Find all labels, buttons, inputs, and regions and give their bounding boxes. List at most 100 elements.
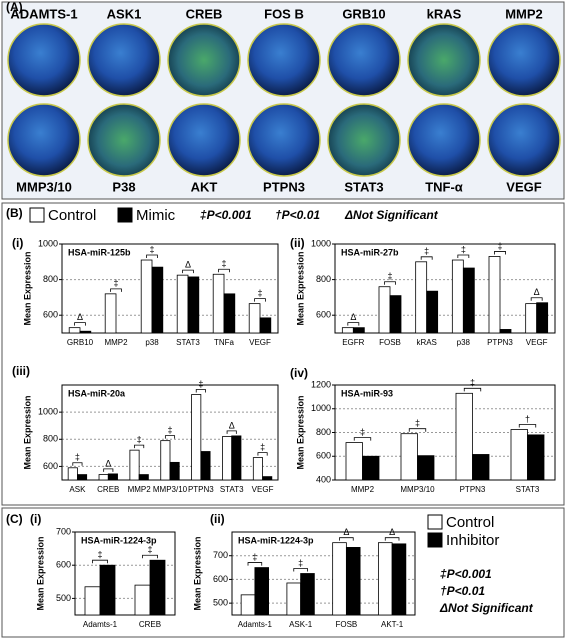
significance-bracket xyxy=(142,554,158,559)
chart-title: HSA-miR-1224-3p xyxy=(238,535,314,545)
chart-title: HSA-miR-20a xyxy=(68,388,126,398)
significance-bracket xyxy=(408,428,427,432)
y-tick-label: 1000 xyxy=(38,238,58,248)
x-tick-label: FOSB xyxy=(379,338,401,347)
bar xyxy=(187,276,200,334)
significance-mark: ‡ xyxy=(198,379,203,389)
image-label: MMP3/10 xyxy=(16,179,72,194)
y-axis-label: Mean Expression xyxy=(22,395,32,469)
micrograph xyxy=(167,103,241,177)
x-tick-label: PTPN3 xyxy=(460,485,486,494)
image-label: CREB xyxy=(186,6,223,21)
bar xyxy=(129,449,140,481)
y-tick-label: 1000 xyxy=(311,238,331,248)
significance-bracket xyxy=(195,389,206,393)
bar xyxy=(262,476,273,481)
y-tick-label: 500 xyxy=(213,598,228,608)
significance-bracket xyxy=(339,537,354,541)
y-tick-label: 800 xyxy=(316,274,331,284)
image-label: MMP2 xyxy=(505,6,543,21)
significance-mark: Δ xyxy=(105,458,111,468)
micrograph xyxy=(7,103,81,177)
image-label: ADAMTS-1 xyxy=(10,6,77,21)
x-tick-label: ASK-1 xyxy=(289,620,313,629)
x-tick-label: CREB xyxy=(97,485,119,494)
legend-label: Inhibitor xyxy=(446,532,499,549)
significance-bracket xyxy=(494,251,506,255)
panel-b-frame xyxy=(1,202,565,506)
y-tick-label: 600 xyxy=(56,560,71,570)
bar xyxy=(525,303,538,334)
bar xyxy=(231,435,242,481)
significance-bracket xyxy=(146,254,158,259)
significance-mark: ‡ xyxy=(360,427,365,437)
significance-bracket xyxy=(254,298,266,302)
x-tick-label: MMP2 xyxy=(351,485,375,494)
bar xyxy=(300,573,315,616)
bar xyxy=(254,567,270,616)
x-tick-label: CREB xyxy=(139,620,161,629)
panel-label: (i) xyxy=(30,512,41,526)
significance-mark: ‡ xyxy=(298,558,303,568)
legend-swatch xyxy=(29,207,45,223)
legend-note: ‡P<0.001 xyxy=(200,208,252,222)
bar xyxy=(149,559,166,616)
significance-mark: Δ xyxy=(350,312,356,322)
x-tick-label: p38 xyxy=(457,338,471,347)
panel-label: (ii) xyxy=(210,512,225,526)
micrograph xyxy=(327,103,401,177)
image-label: PTPN3 xyxy=(263,179,305,194)
bar xyxy=(362,455,380,481)
legend-note: †P<0.01 xyxy=(275,208,320,222)
significance-mark: ‡ xyxy=(260,442,265,452)
y-tick-label: 700 xyxy=(213,550,228,560)
significance-bracket xyxy=(347,322,360,326)
bar xyxy=(488,256,501,334)
significance-bracket xyxy=(293,568,308,572)
micrograph xyxy=(407,23,481,97)
significance-bracket xyxy=(384,281,396,285)
significance-mark: ‡ xyxy=(113,278,118,288)
micrograph xyxy=(407,103,481,177)
y-tick-label: 500 xyxy=(56,593,71,603)
significance-mark: ‡ xyxy=(75,452,80,462)
significance-bracket xyxy=(164,435,176,439)
micrograph xyxy=(167,23,241,97)
micrograph xyxy=(87,103,161,177)
bar xyxy=(389,295,402,334)
image-label: STAT3 xyxy=(344,179,383,194)
x-tick-label: GRB10 xyxy=(67,338,94,347)
image-label: VEGF xyxy=(506,179,541,194)
chart-title: HSA-miR-1224-3p xyxy=(81,535,157,545)
x-tick-label: MMP3/10 xyxy=(400,485,435,494)
micrograph xyxy=(247,103,321,177)
image-label: kRAS xyxy=(427,6,462,21)
bar xyxy=(377,542,393,616)
plot-frame xyxy=(61,243,279,334)
y-tick-label: 800 xyxy=(43,434,58,444)
significance-bracket xyxy=(457,254,470,259)
significance-mark: Δ xyxy=(77,312,83,322)
y-tick-label: 600 xyxy=(43,310,58,320)
y-tick-label: 800 xyxy=(43,274,58,284)
bar xyxy=(68,327,81,334)
image-label: ASK1 xyxy=(107,6,142,21)
bar xyxy=(98,474,109,481)
panel-label: (i) xyxy=(12,236,23,250)
micrograph xyxy=(327,23,401,97)
bar xyxy=(455,392,473,481)
bar xyxy=(160,440,171,481)
x-tick-label: AKT-1 xyxy=(381,620,404,629)
bar xyxy=(499,329,512,334)
legend-label: Control xyxy=(446,514,494,531)
y-tick-label: 1000 xyxy=(38,407,58,417)
x-tick-label: Adamts-1 xyxy=(238,620,273,629)
x-tick-label: MMP2 xyxy=(104,338,128,347)
bar xyxy=(248,303,261,334)
x-tick-label: p38 xyxy=(145,338,159,347)
chart-title: HSA-miR-27b xyxy=(341,247,399,257)
y-axis-label: Mean Expression xyxy=(35,536,45,610)
significance-bracket xyxy=(72,462,83,466)
image-label: AKT xyxy=(191,179,218,194)
significance-mark: Δ xyxy=(343,527,349,537)
